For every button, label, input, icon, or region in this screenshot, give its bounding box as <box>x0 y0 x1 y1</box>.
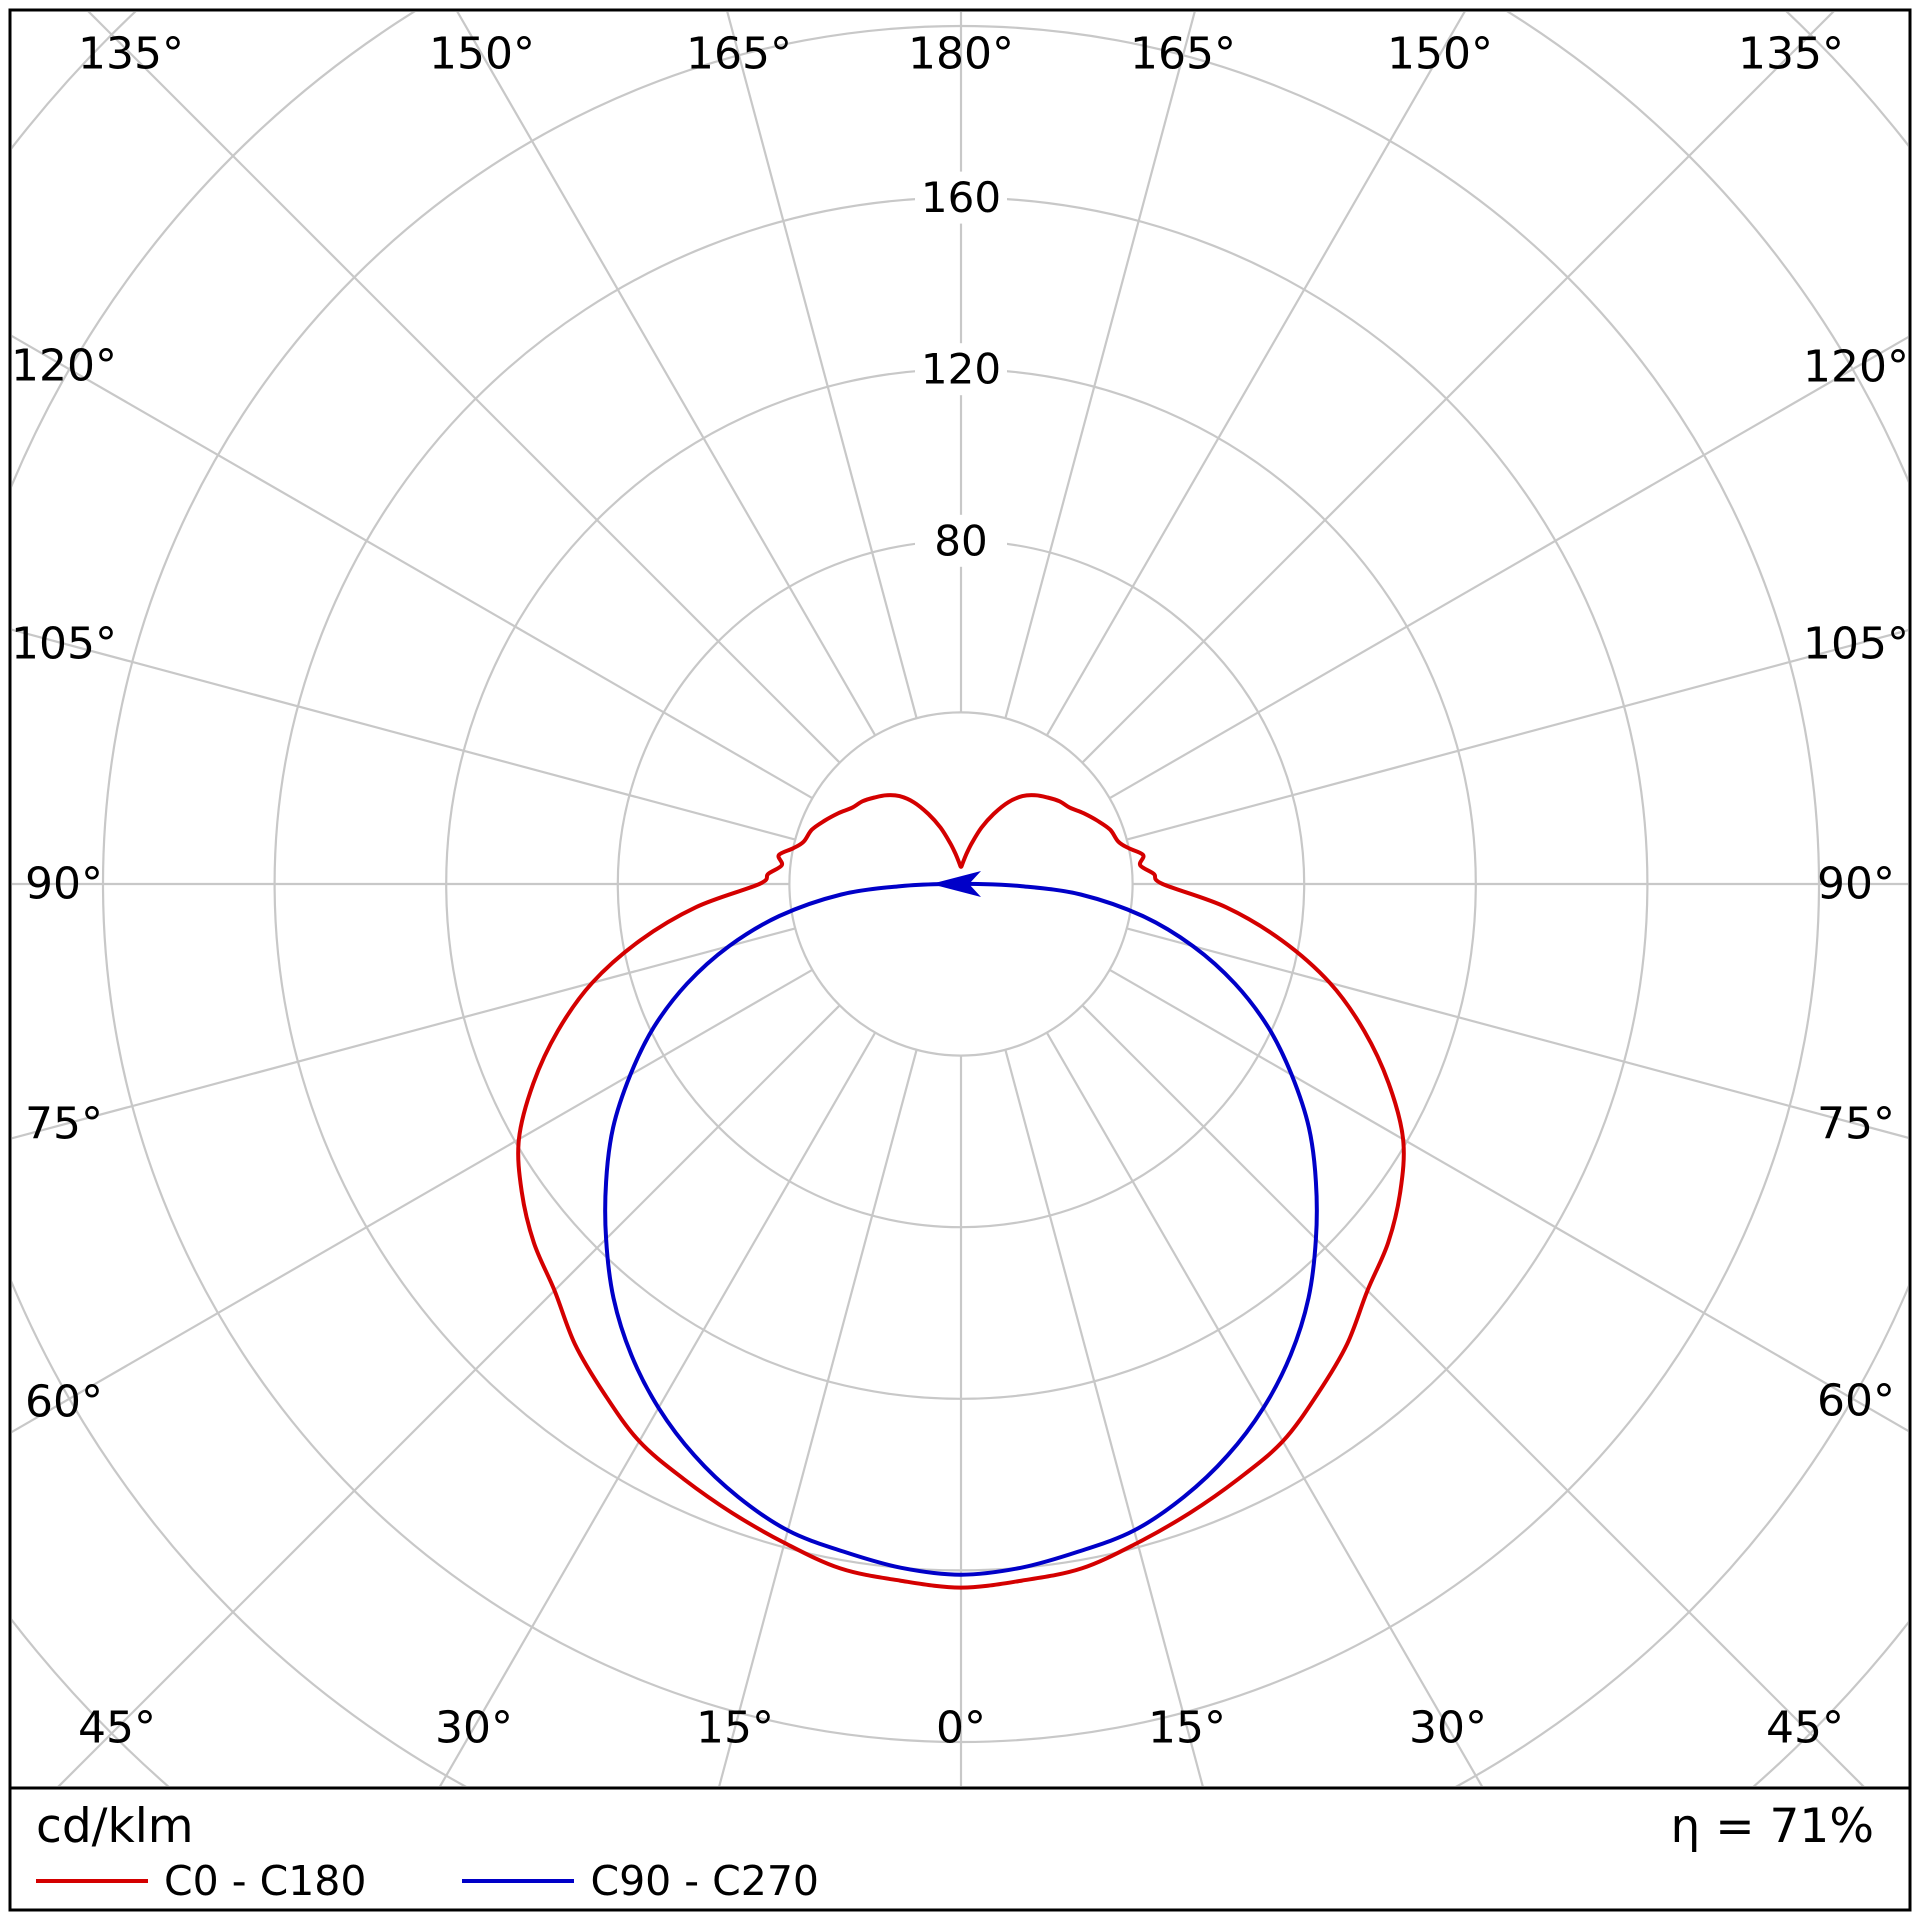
angle-label: 135° <box>1738 29 1844 80</box>
series-curve-c0-c180 <box>516 793 1406 1590</box>
chart-footer: cd/klm η = 71% C0 - C180 C90 - C270 <box>0 1789 1920 1911</box>
angle-label: 105° <box>11 619 117 670</box>
angle-label: 75° <box>1817 1099 1895 1150</box>
angle-label: 105° <box>1803 619 1909 670</box>
r-axis-tick-labels: 80 120 160 <box>915 171 1007 567</box>
angle-label: 60° <box>25 1377 103 1428</box>
r-tick-label: 80 <box>934 516 987 565</box>
angle-label: 15° <box>1148 1703 1226 1754</box>
angle-label: 0° <box>936 1703 986 1754</box>
angle-label: 165° <box>1130 29 1236 80</box>
angle-label: 30° <box>1409 1703 1487 1754</box>
unit-label: cd/klm <box>36 1799 194 1854</box>
chart-legend: C0 - C180 C90 - C270 <box>36 1857 819 1905</box>
center-arrow-marker <box>931 871 981 897</box>
legend-swatch-c90-c270 <box>462 1879 575 1883</box>
angle-label: 150° <box>1387 29 1493 80</box>
angle-label: 120° <box>11 341 117 392</box>
angle-label: 75° <box>25 1099 103 1150</box>
efficiency-label: η = 71% <box>1670 1799 1874 1854</box>
legend-label-c0-c180: C0 - C180 <box>164 1857 367 1905</box>
angle-label: 45° <box>1766 1703 1844 1754</box>
angle-label: 135° <box>78 29 184 80</box>
legend-swatch-c0-c180 <box>36 1879 148 1883</box>
outer-border <box>8 8 1912 1912</box>
legend-label-c90-c270: C90 - C270 <box>590 1857 820 1905</box>
angle-label: 90° <box>1817 859 1895 910</box>
angle-label: 30° <box>435 1703 513 1754</box>
angle-label: 45° <box>78 1703 156 1754</box>
angle-label: 165° <box>686 29 792 80</box>
r-tick-label: 120 <box>921 345 1001 394</box>
angle-label: 150° <box>429 29 535 80</box>
angle-label: 15° <box>696 1703 774 1754</box>
angle-label: 180° <box>908 29 1014 80</box>
r-tick-label: 160 <box>921 173 1001 222</box>
angle-label: 120° <box>1803 342 1909 393</box>
angle-label: 60° <box>1817 1376 1895 1427</box>
angle-label: 90° <box>25 859 103 910</box>
angle-labels: 0° 15° 15° 30° 30° 45° 45° 60° 60° 75° 75° 90° 90° 10… <box>11 29 1909 1754</box>
